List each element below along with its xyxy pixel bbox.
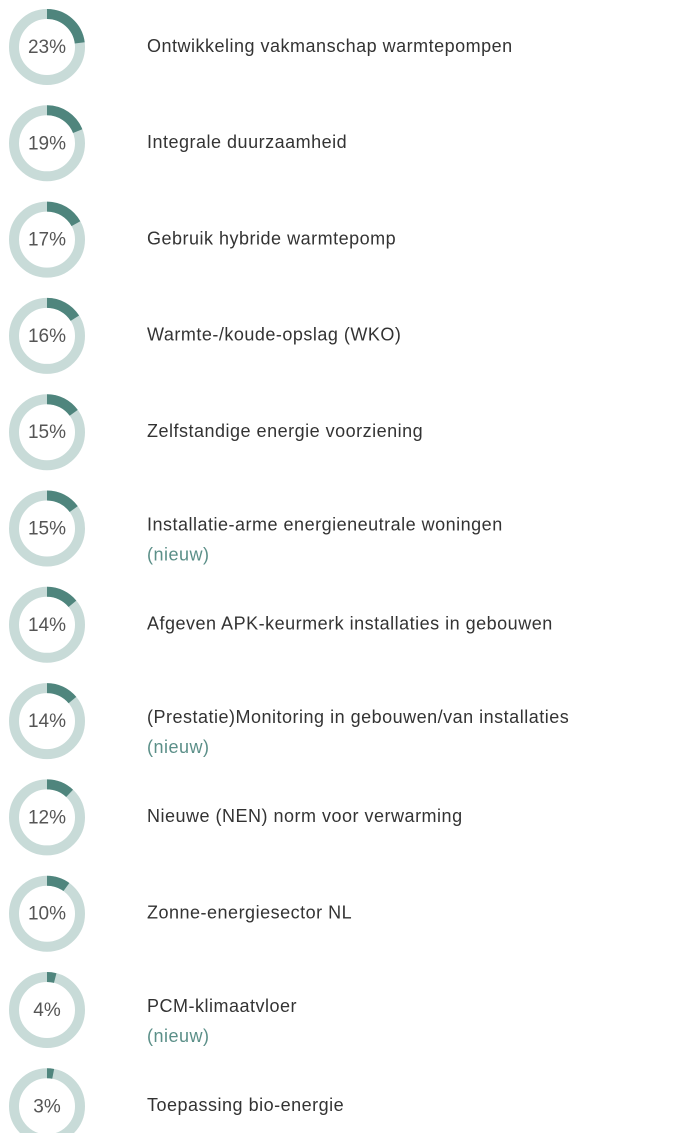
item-label: Nieuwe (NEN) norm voor verwarming bbox=[147, 806, 463, 826]
gauge-value-label: 17% bbox=[28, 230, 66, 251]
gauge-value-label: 16% bbox=[28, 326, 66, 347]
item-note: (nieuw) bbox=[147, 737, 210, 757]
gauge-value-label: 4% bbox=[33, 1000, 61, 1021]
gauge-value-label: 14% bbox=[28, 615, 66, 636]
gauge-arc bbox=[46, 490, 78, 513]
gauge-value-label: 14% bbox=[28, 711, 66, 732]
item-label: Afgeven APK-keurmerk installaties in geb… bbox=[147, 614, 553, 634]
gauge-arc bbox=[46, 9, 85, 44]
gauge-value-label: 12% bbox=[28, 807, 66, 828]
gauge-value-label: 15% bbox=[28, 422, 66, 443]
item-label: Zonne-energiesector NL bbox=[147, 902, 352, 922]
gauge-arc bbox=[46, 972, 57, 983]
item-label: Integrale duurzaamheid bbox=[147, 132, 347, 152]
gauge-value-label: 3% bbox=[33, 1096, 61, 1117]
gauge-arc bbox=[46, 201, 81, 227]
gauge-arc bbox=[46, 394, 78, 416]
gauge-arc bbox=[46, 297, 80, 322]
gauge-value-label: 15% bbox=[28, 519, 66, 540]
gauge-value-label: 10% bbox=[28, 904, 66, 925]
item-label: (Prestatie)Monitoring in gebouwen/van in… bbox=[147, 707, 569, 727]
gauge-value-label: 23% bbox=[28, 37, 66, 58]
item-note: (nieuw) bbox=[147, 1026, 210, 1046]
gauge-arc bbox=[46, 875, 70, 892]
item-note: (nieuw) bbox=[147, 544, 210, 564]
item-label: Installatie-arme energieneutrale woninge… bbox=[147, 514, 503, 534]
gauge-arc bbox=[46, 1068, 55, 1079]
item-label: Zelfstandige energie voorziening bbox=[147, 421, 423, 441]
item-label: Gebruik hybride warmtepomp bbox=[147, 228, 396, 248]
item-label: PCM-klimaatvloer bbox=[147, 996, 297, 1016]
gauge-arc bbox=[46, 779, 74, 798]
gauge-arc bbox=[46, 105, 83, 134]
item-label: Toepassing bio-energie bbox=[147, 1095, 344, 1115]
item-label: Warmte-/koude-opslag (WKO) bbox=[147, 325, 401, 345]
gauge-arc bbox=[46, 586, 77, 608]
gauge-arc bbox=[46, 683, 77, 704]
gauge-value-label: 19% bbox=[28, 133, 66, 154]
item-label: Ontwikkeling vakmanschap warmtepompen bbox=[147, 36, 513, 56]
